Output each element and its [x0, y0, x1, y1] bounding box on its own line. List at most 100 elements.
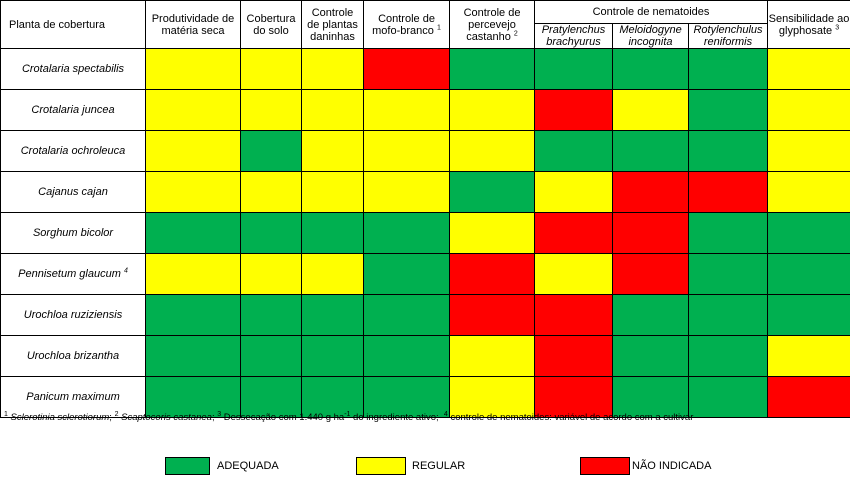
rating-cell-meloidogyne: [612, 376, 689, 418]
plant-name: Crotalaria spectabilis: [0, 48, 146, 90]
table-row: Pennisetum glaucum 4: [0, 253, 850, 295]
rating-cell-pratylenchus: [534, 294, 613, 336]
table-row: Panicum maximum: [0, 376, 850, 418]
table-row: Urochloa ruziziensis: [0, 294, 850, 336]
legend-swatch-green: [165, 457, 210, 475]
rating-cell-productivity: [145, 130, 241, 172]
plant-name: Urochloa ruziziensis: [0, 294, 146, 336]
rating-cell-rotylenchulus: [688, 335, 768, 377]
rating-cell-stink-bug: [449, 89, 535, 131]
rating-cell-stink-bug: [449, 48, 535, 90]
rating-cell-glyphosate: [767, 294, 850, 336]
table-row: Cajanus cajan: [0, 171, 850, 213]
rating-cell-rotylenchulus: [688, 171, 768, 213]
rating-cell-stink-bug: [449, 376, 535, 418]
rating-cell-meloidogyne: [612, 89, 689, 131]
rating-cell-productivity: [145, 335, 241, 377]
rating-cell-soil-cover: [240, 335, 302, 377]
rating-cell-pratylenchus: [534, 48, 613, 90]
legend-swatch-red: [580, 457, 630, 475]
cover-crop-table: Planta de cobertura Produtividade de maté…: [0, 0, 850, 418]
rating-cell-white-mold: [363, 294, 450, 336]
header-plant: Planta de cobertura: [0, 0, 146, 49]
rating-cell-weed-control: [301, 253, 364, 295]
rating-cell-glyphosate: [767, 171, 850, 213]
rating-cell-meloidogyne: [612, 212, 689, 254]
rating-cell-white-mold: [363, 48, 450, 90]
header-nematode-rotylenchulus: Rotylenchulus reniformis: [688, 23, 768, 49]
rating-cell-weed-control: [301, 376, 364, 418]
rating-cell-weed-control: [301, 212, 364, 254]
rating-cell-glyphosate: [767, 376, 850, 418]
rating-cell-white-mold: [363, 212, 450, 254]
rating-cell-productivity: [145, 294, 241, 336]
rating-cell-soil-cover: [240, 376, 302, 418]
rating-cell-glyphosate: [767, 253, 850, 295]
rating-cell-pratylenchus: [534, 253, 613, 295]
rating-cell-meloidogyne: [612, 253, 689, 295]
rating-cell-soil-cover: [240, 253, 302, 295]
rating-cell-white-mold: [363, 171, 450, 213]
rating-cell-white-mold: [363, 89, 450, 131]
rating-cell-white-mold: [363, 253, 450, 295]
rating-cell-productivity: [145, 253, 241, 295]
rating-cell-pratylenchus: [534, 376, 613, 418]
rating-cell-white-mold: [363, 376, 450, 418]
rating-cell-white-mold: [363, 130, 450, 172]
table-row: Urochloa brizantha: [0, 335, 850, 377]
plant-name: Sorghum bicolor: [0, 212, 146, 254]
rating-cell-rotylenchulus: [688, 294, 768, 336]
header-productivity: Produtividade de matéria seca: [145, 0, 241, 49]
legend-label-regular: REGULAR: [412, 460, 466, 472]
rating-cell-meloidogyne: [612, 171, 689, 213]
rating-cell-weed-control: [301, 89, 364, 131]
header-soil-cover: Cobertura do solo: [240, 0, 302, 49]
table-body: Crotalaria spectabilis Crotalaria juncea C…: [0, 48, 850, 418]
rating-cell-rotylenchulus: [688, 48, 768, 90]
table-row: Crotalaria spectabilis: [0, 48, 850, 90]
rating-cell-productivity: [145, 89, 241, 131]
rating-cell-meloidogyne: [612, 294, 689, 336]
plant-name: Crotalaria juncea: [0, 89, 146, 131]
header-glyphosate: Sensibilidade ao glyphosate 3: [767, 0, 850, 49]
rating-cell-soil-cover: [240, 89, 302, 131]
plant-name: Panicum maximum: [0, 376, 146, 418]
plant-name: Pennisetum glaucum 4: [0, 253, 146, 295]
rating-cell-glyphosate: [767, 48, 850, 90]
rating-cell-weed-control: [301, 294, 364, 336]
rating-cell-meloidogyne: [612, 48, 689, 90]
table-row: Sorghum bicolor: [0, 212, 850, 254]
rating-cell-weed-control: [301, 130, 364, 172]
rating-cell-stink-bug: [449, 212, 535, 254]
rating-cell-stink-bug: [449, 130, 535, 172]
rating-cell-pratylenchus: [534, 130, 613, 172]
plant-name: Urochloa brizantha: [0, 335, 146, 377]
rating-cell-stink-bug: [449, 335, 535, 377]
rating-cell-productivity: [145, 171, 241, 213]
plant-name: Cajanus cajan: [0, 171, 146, 213]
rating-cell-pratylenchus: [534, 335, 613, 377]
table-row: Crotalaria ochroleuca: [0, 130, 850, 172]
rating-cell-soil-cover: [240, 130, 302, 172]
rating-cell-glyphosate: [767, 130, 850, 172]
legend-label-nao-indicada: NÃO INDICADA: [632, 460, 712, 472]
rating-cell-glyphosate: [767, 335, 850, 377]
rating-cell-soil-cover: [240, 171, 302, 213]
rating-cell-stink-bug: [449, 294, 535, 336]
rating-cell-weed-control: [301, 171, 364, 213]
rating-cell-pratylenchus: [534, 89, 613, 131]
rating-cell-stink-bug: [449, 171, 535, 213]
footnote: 1 Sclerotinia sclerotiorum; 2 Scaptocori…: [4, 410, 694, 423]
rating-cell-rotylenchulus: [688, 130, 768, 172]
rating-cell-pratylenchus: [534, 171, 613, 213]
header-nematode-group: Controle de nematoides: [534, 0, 768, 24]
rating-cell-rotylenchulus: [688, 376, 768, 418]
rating-cell-soil-cover: [240, 294, 302, 336]
header-row: Planta de cobertura Produtividade de maté…: [0, 0, 850, 49]
header-stink-bug: Controle de percevejo castanho 2: [449, 0, 535, 49]
header-white-mold: Controle de mofo-branco 1: [363, 0, 450, 49]
rating-cell-soil-cover: [240, 212, 302, 254]
header-weed-control: Controle de plantas daninhas: [301, 0, 364, 49]
rating-cell-white-mold: [363, 335, 450, 377]
rating-cell-weed-control: [301, 48, 364, 90]
